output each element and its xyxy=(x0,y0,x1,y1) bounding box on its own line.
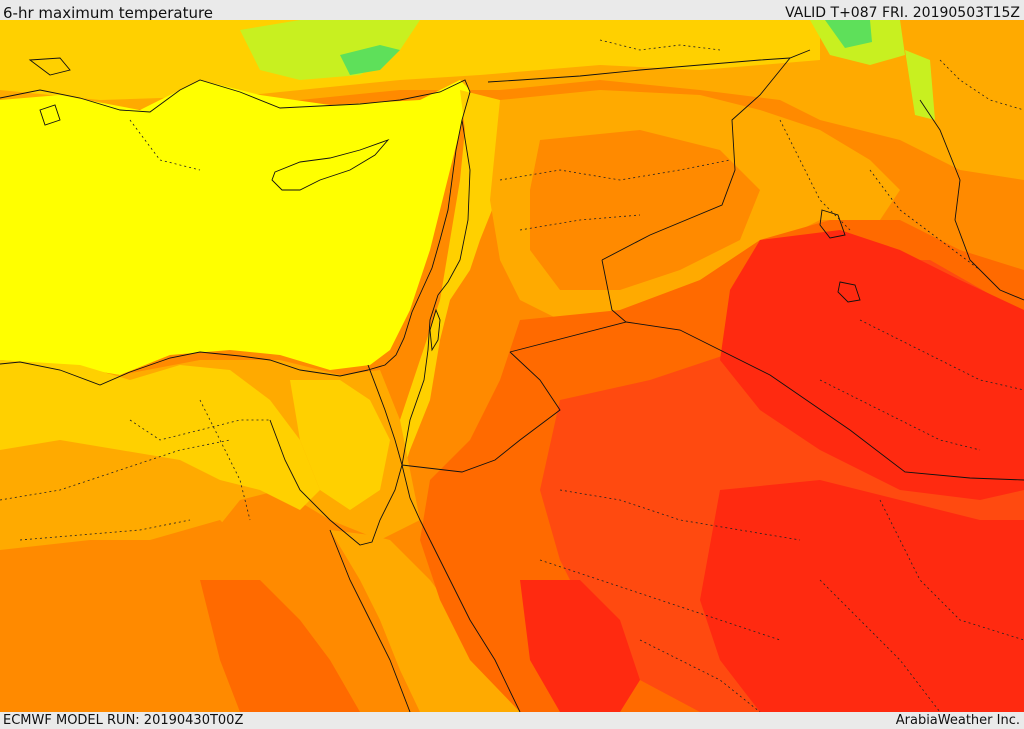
temperature-zone-sinai-core xyxy=(290,380,390,510)
map-header: 6-hr maximum temperature VALID T+087 FRI… xyxy=(0,0,1024,22)
temperature-zone-cool-north-east-core xyxy=(825,20,872,48)
temperature-zone-arabia-red xyxy=(700,480,1024,712)
temperature-zone-cool-north-west-core xyxy=(340,45,400,75)
temperature-zone-syria-inner xyxy=(530,130,760,290)
valid-time-label: VALID T+087 FRI. 20190503T15Z xyxy=(785,5,1020,21)
sea-mediterranean xyxy=(0,80,470,375)
map-footer: ECMWF MODEL RUN: 20190430T00Z ArabiaWeat… xyxy=(0,712,1024,729)
province-borders xyxy=(0,39,1024,712)
sea-red-sea xyxy=(330,530,520,712)
temperature-zone-iraq-red xyxy=(720,230,1024,500)
temperature-zone-cool-north-east-edge xyxy=(905,50,935,120)
map-title: 6-hr maximum temperature xyxy=(3,4,214,22)
temperature-zone-egypt-hot xyxy=(200,580,360,712)
credit-label: ArabiaWeather Inc. xyxy=(895,713,1020,728)
temperature-zone-sinai-light xyxy=(0,360,320,510)
temperature-map[interactable] xyxy=(0,20,1024,712)
temperature-map-canvas xyxy=(0,20,1024,712)
temperature-zone-north-light xyxy=(0,20,820,100)
model-run-label: ECMWF MODEL RUN: 20190430T00Z xyxy=(3,713,244,728)
coastlines xyxy=(0,57,1024,712)
country-borders xyxy=(367,49,1024,481)
temperature-zone-hejaz-red xyxy=(520,580,640,712)
temperature-zone-levant-coast xyxy=(390,90,520,480)
